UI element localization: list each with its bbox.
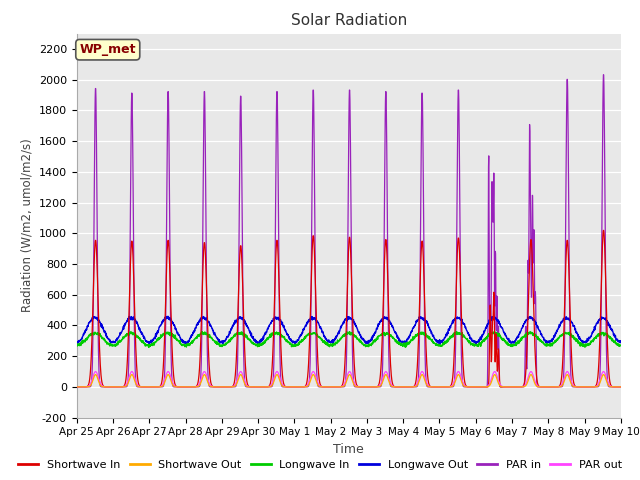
X-axis label: Time: Time bbox=[333, 443, 364, 456]
Y-axis label: Radiation (W/m2, umol/m2/s): Radiation (W/m2, umol/m2/s) bbox=[20, 139, 33, 312]
Legend: Shortwave In, Shortwave Out, Longwave In, Longwave Out, PAR in, PAR out: Shortwave In, Shortwave Out, Longwave In… bbox=[14, 456, 626, 474]
Text: WP_met: WP_met bbox=[79, 43, 136, 56]
Title: Solar Radiation: Solar Radiation bbox=[291, 13, 407, 28]
